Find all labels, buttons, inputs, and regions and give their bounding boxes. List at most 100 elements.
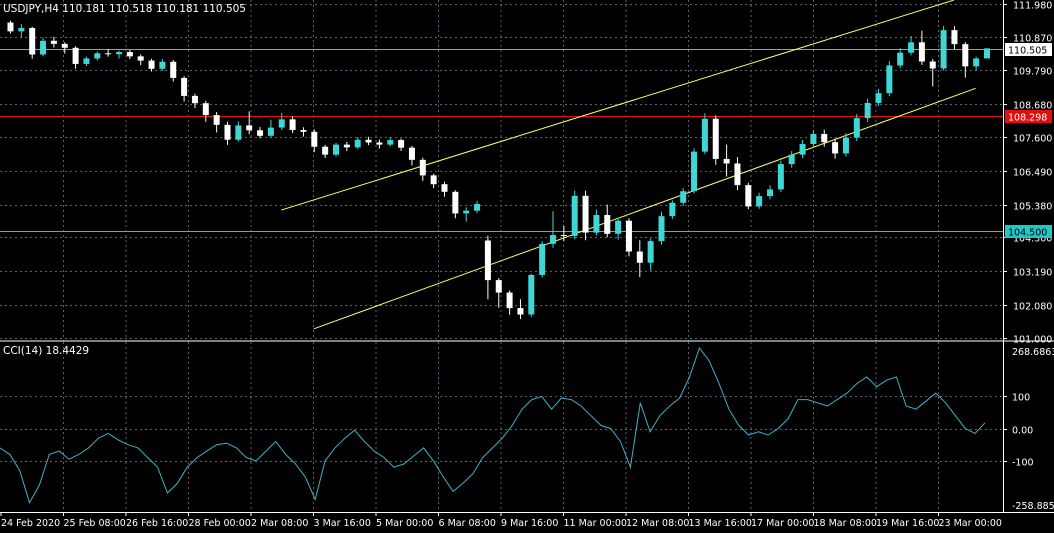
- candle-body: [973, 58, 980, 67]
- candle: [701, 113, 708, 155]
- candle-body: [159, 61, 166, 69]
- candle: [929, 59, 936, 87]
- candle: [474, 200, 481, 214]
- candle-body: [61, 43, 68, 48]
- price-line-labels: 110.505 108.298 104.500: [1005, 43, 1052, 239]
- channel-upper-line[interactable]: [281, 0, 955, 211]
- time-tick-label: 25 Feb 08:00: [64, 518, 126, 529]
- price-tick-label: 109.790: [1013, 67, 1052, 78]
- candle: [799, 140, 806, 159]
- candle-body: [137, 56, 144, 61]
- candle: [918, 30, 925, 65]
- candle: [842, 133, 849, 157]
- candle-body: [40, 40, 47, 55]
- candle-body: [398, 140, 405, 148]
- candle-body: [213, 115, 220, 125]
- candle-body: [647, 241, 654, 263]
- time-tick-label: 11 Mar 00:00: [564, 518, 627, 529]
- candle-body: [756, 196, 763, 207]
- candle-body: [539, 243, 546, 275]
- time-tick-label: 12 Mar 08:00: [626, 518, 689, 529]
- candle: [148, 58, 155, 72]
- candle-body: [940, 30, 947, 69]
- candle-body: [311, 131, 318, 147]
- candle: [832, 138, 839, 159]
- candle: [615, 217, 622, 240]
- symbol-label: USDJPY,H4 110.181 110.518 110.181 110.50…: [3, 3, 246, 15]
- candle: [116, 50, 122, 59]
- candle: [810, 130, 817, 148]
- candle-body: [267, 127, 274, 136]
- candle-body: [354, 139, 361, 148]
- trend-channel[interactable]: [281, 0, 976, 330]
- candle-series: [7, 20, 990, 320]
- candle: [365, 136, 372, 146]
- candle: [333, 142, 339, 157]
- price-tick-label: 101.000: [1013, 335, 1052, 346]
- time-tick-label: 17 Mar 00:00: [751, 518, 814, 529]
- candle: [202, 100, 209, 122]
- candle: [278, 112, 285, 131]
- price-tick-label: 110.870: [1013, 34, 1052, 45]
- candle-body: [810, 133, 817, 145]
- candle-body: [853, 118, 860, 138]
- candle-body: [886, 65, 893, 94]
- candle-body: [170, 61, 177, 78]
- candle: [61, 42, 68, 54]
- time-tick-label: 26 Feb 16:00: [126, 518, 188, 529]
- channel-lower-line[interactable]: [313, 87, 976, 330]
- horizontal-price-lines[interactable]: [0, 49, 1003, 232]
- candle: [897, 48, 904, 69]
- candle: [756, 192, 763, 209]
- time-tick-label: 2 Mar 08:00: [251, 518, 308, 529]
- candle: [886, 61, 893, 97]
- candle-body: [387, 140, 394, 145]
- candle: [29, 26, 36, 59]
- candle: [484, 235, 491, 300]
- candle: [712, 115, 719, 165]
- candle-body: [636, 251, 643, 263]
- candle-body: [799, 144, 806, 155]
- candle-body: [181, 77, 188, 96]
- price-tick-label: 105.380: [1013, 202, 1052, 213]
- candle: [767, 185, 773, 200]
- candle: [408, 145, 415, 166]
- candle: [463, 207, 470, 222]
- candle: [604, 204, 611, 238]
- candle-body: [723, 158, 730, 164]
- candle-body: [984, 48, 990, 59]
- time-tick-label: 18 Mar 08:00: [814, 518, 877, 529]
- candle-body: [83, 58, 90, 64]
- cci-tick-label: 0.00: [1012, 426, 1033, 437]
- candle-body: [202, 103, 209, 116]
- candle-body: [376, 142, 383, 145]
- candle-body: [517, 308, 524, 315]
- candle: [560, 225, 567, 241]
- candle-body: [246, 125, 253, 131]
- candle-body: [593, 214, 600, 233]
- cci-gridlines: [0, 342, 1003, 512]
- price-tick-label: 102.080: [1013, 302, 1052, 313]
- candle-body: [257, 130, 264, 136]
- price-tick-label: 108.680: [1013, 101, 1052, 112]
- candle-body: [72, 47, 79, 64]
- time-tick-label: 23 Mar 00:00: [939, 518, 1002, 529]
- candle-body: [550, 235, 556, 244]
- candle: [398, 138, 405, 152]
- candle: [539, 241, 546, 278]
- candle-body: [929, 61, 936, 69]
- candle: [159, 59, 166, 71]
- candle-body: [560, 235, 567, 237]
- cci-tick-label: 100: [1012, 393, 1030, 404]
- candle: [853, 113, 860, 141]
- candle-body: [495, 280, 502, 293]
- candle: [984, 48, 990, 59]
- cci-tick-label: 268.6863: [1012, 347, 1054, 358]
- candle-body: [908, 42, 915, 53]
- candle: [83, 56, 90, 67]
- candle-body: [191, 95, 198, 104]
- candle-body: [333, 144, 339, 155]
- candle: [387, 137, 394, 147]
